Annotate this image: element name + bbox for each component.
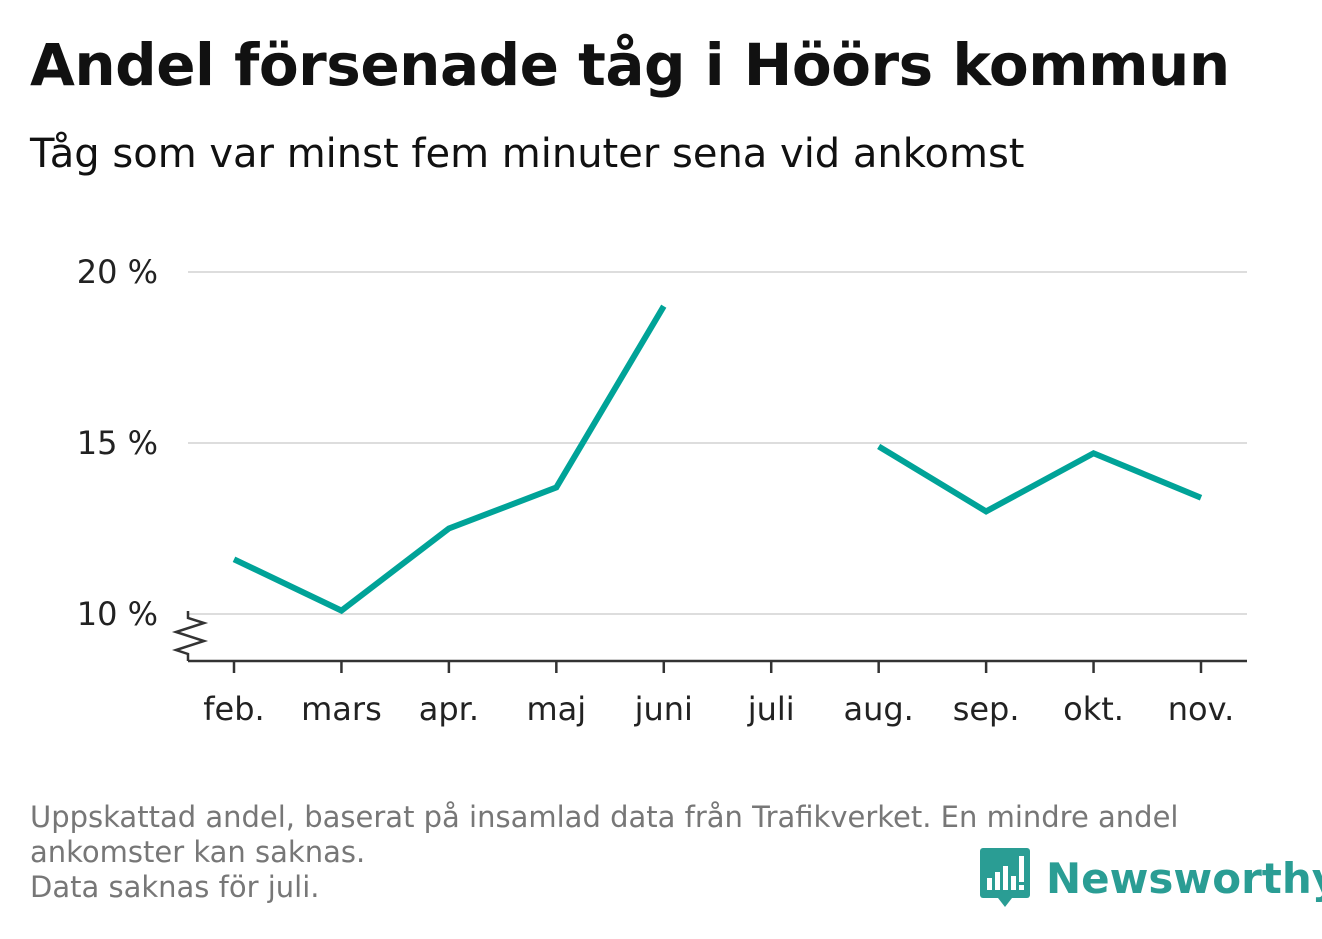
x-tick-label: apr. [419,690,479,728]
x-axis [171,611,1247,673]
x-tick-label: aug. [843,690,913,728]
gridlines [188,271,1247,615]
y-tick-label: 15 % [77,424,158,462]
brand-name: Newsworthy [1046,853,1322,903]
y-axis-labels: 10 % 15 % 20 % [77,253,158,633]
y-tick-label: 20 % [77,253,158,291]
footnote-line-1: Uppskattad andel, baserat på insamlad da… [30,800,1179,834]
x-tick-label: juli [747,690,795,728]
brand-logo: Newsworthy [980,848,1322,908]
x-tick-label: okt. [1063,690,1124,728]
newsworthy-bar-chart-logo-icon [980,848,1030,907]
x-tick-label: nov. [1168,690,1234,728]
x-tick-label: maj [526,690,586,728]
x-tick-label: juni [634,690,693,728]
footnote: Uppskattad andel, baserat på insamlad da… [30,800,1280,905]
series-line-segment [232,304,667,615]
footnote-line-2: ankomster kan saknas. [30,835,366,869]
axis-break-zigzag [171,611,209,661]
x-axis-labels: feb. mars apr. maj juni juli aug. sep. okt. nov. [203,690,1234,728]
chart-subtitle: Tåg som var minst fem minuter sena vid a… [30,131,1025,177]
x-tick-label: feb. [203,690,264,728]
chart-title: Andel försenade tåg i Höörs kommun [30,31,1230,99]
footnote-line-3: Data saknas för juli. [30,870,320,904]
y-tick-label: 10 % [77,595,158,633]
series-line-segment [877,443,1203,515]
x-tick-label: sep. [953,690,1020,728]
series-lines [232,304,1203,615]
x-tick-label: mars [301,690,382,728]
